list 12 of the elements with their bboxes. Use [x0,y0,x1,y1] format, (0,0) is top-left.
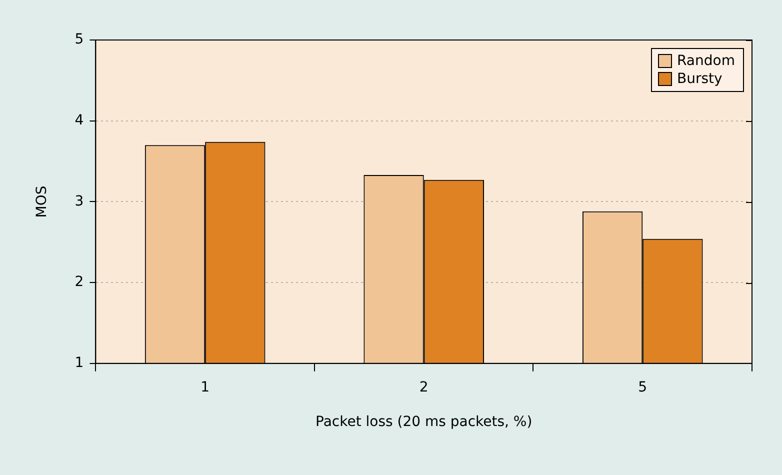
y-axis-title: MOS [34,186,50,218]
x-tick-label: 2 [419,379,428,396]
y-tick-label: 5 [74,32,84,48]
x-tick-label: 5 [638,379,648,396]
legend-label: Bursty [677,70,722,88]
legend-label: Random [677,52,735,70]
x-axis-title: Packet loss (20 ms packets, %) [316,414,532,430]
y-tick-label: 4 [74,112,84,128]
y-tick-label: 3 [74,193,84,210]
x-tick-label: 1 [200,379,210,396]
y-tick-label: 1 [74,355,84,372]
y-tick-label: 2 [74,274,84,290]
